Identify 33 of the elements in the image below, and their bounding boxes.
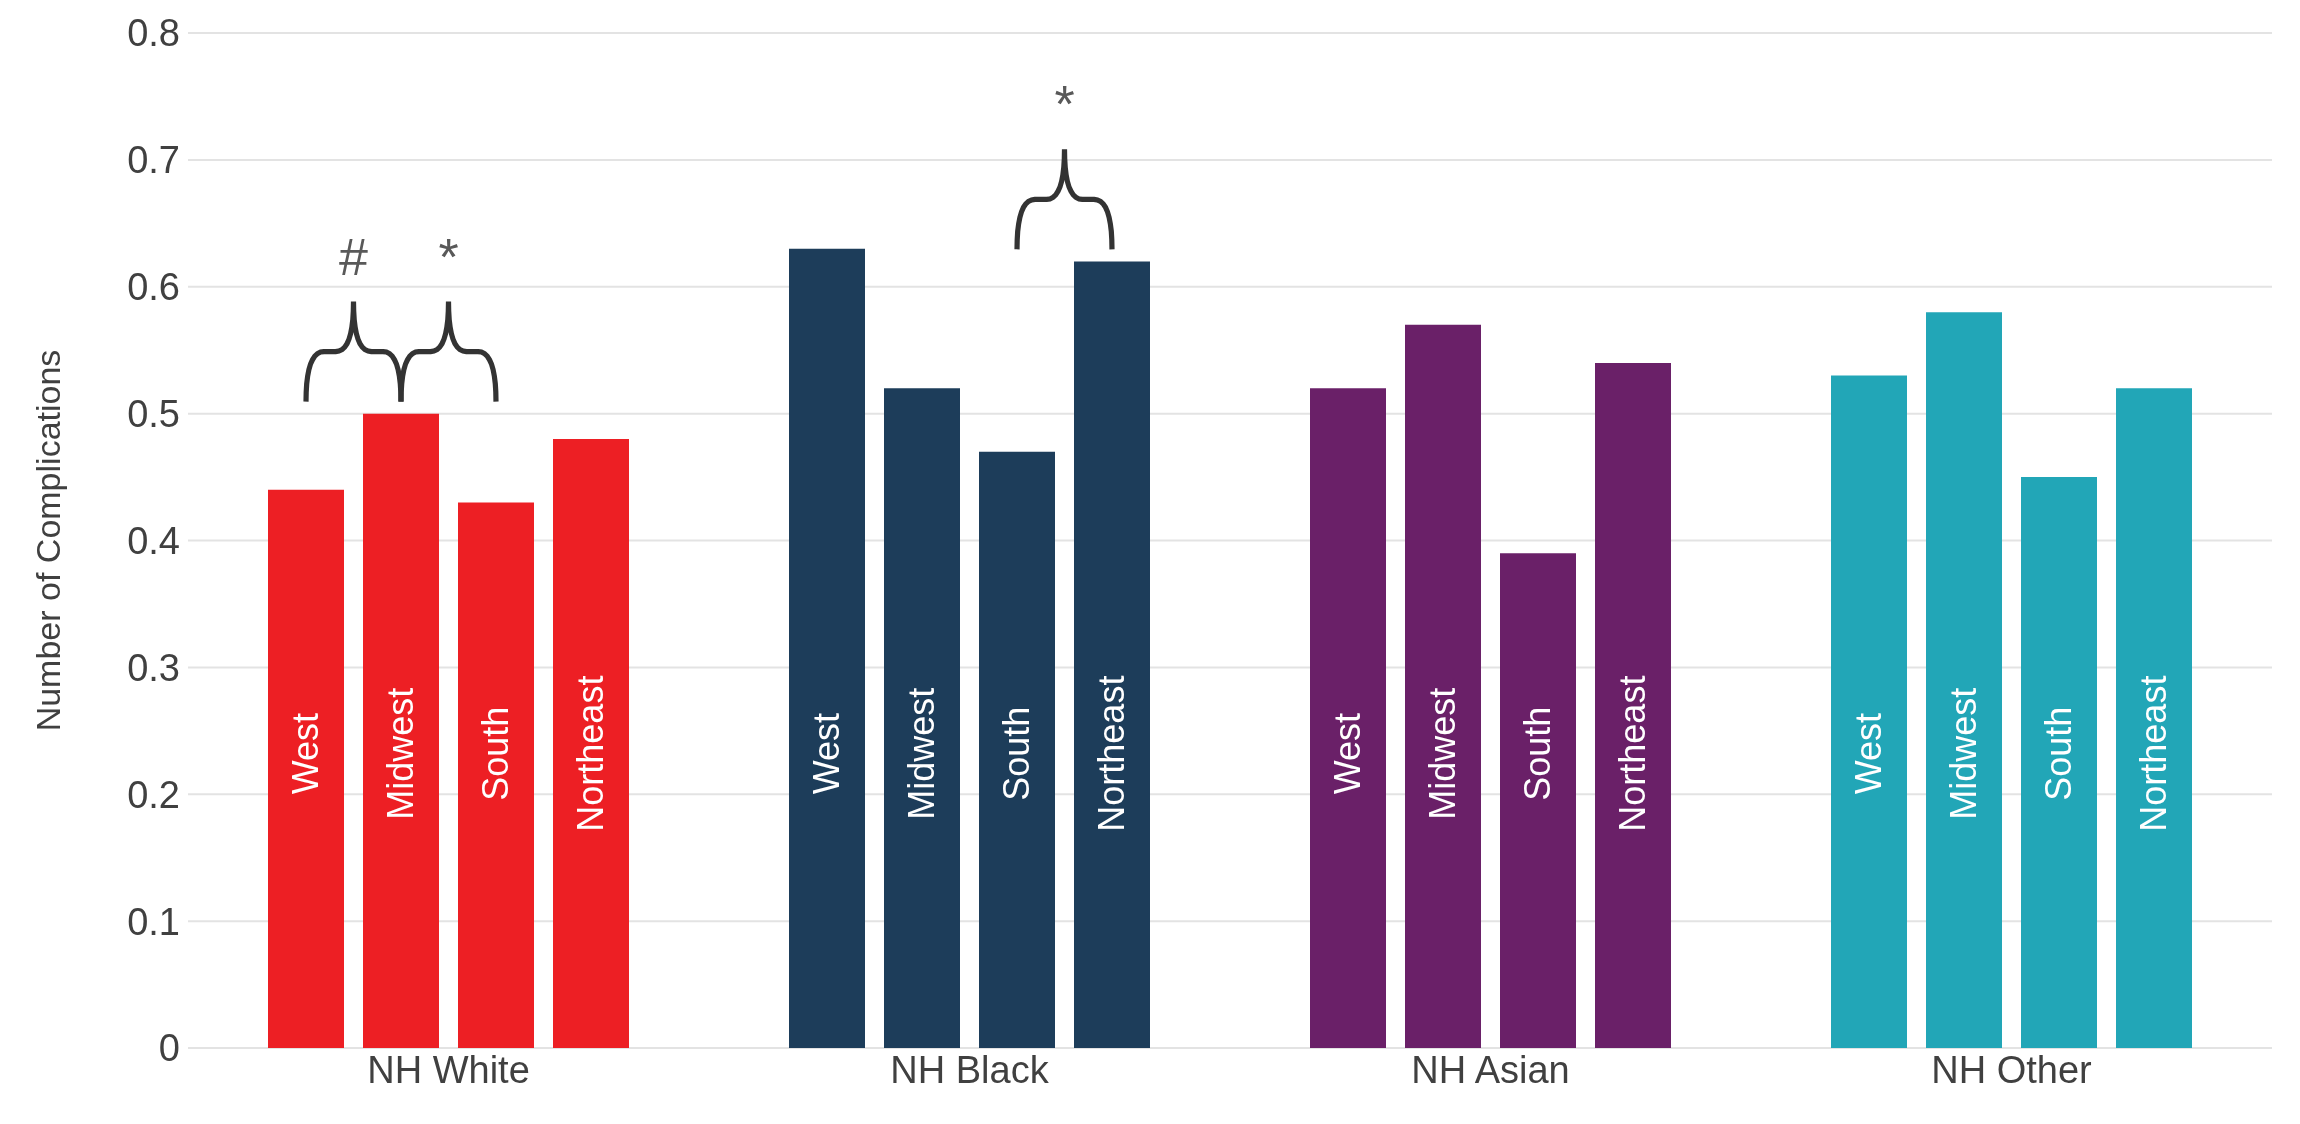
text: South bbox=[1517, 706, 1559, 801]
y-tick-label: 0 bbox=[158, 1027, 180, 1070]
y-tick-label: 0.4 bbox=[127, 519, 180, 562]
annotation: # bbox=[339, 227, 369, 286]
series-label: South bbox=[475, 706, 517, 801]
series-label: Midwest bbox=[380, 687, 422, 820]
y-tick-label: 0.1 bbox=[127, 900, 180, 943]
text: Midwest bbox=[901, 687, 943, 820]
text: Northeast bbox=[2133, 675, 2175, 832]
x-tick-label: NH Black bbox=[890, 1048, 1050, 1091]
y-tick-label: 0.2 bbox=[127, 773, 180, 816]
y-tick-label: 0.6 bbox=[127, 266, 180, 309]
text: South bbox=[996, 706, 1038, 801]
text: West bbox=[1848, 712, 1890, 795]
text: West bbox=[1327, 712, 1369, 795]
text: South bbox=[2038, 706, 2080, 801]
y-tick-label: 0.7 bbox=[127, 139, 180, 182]
x-tick-label: NH Asian bbox=[1411, 1048, 1570, 1091]
y-tick-label: 0.3 bbox=[127, 646, 180, 689]
annotation: * bbox=[1054, 75, 1075, 134]
y-tick-label: 0.8 bbox=[127, 12, 180, 55]
text: Midwest bbox=[1422, 687, 1464, 820]
x-tick-label: NH White bbox=[367, 1048, 530, 1091]
text: Northeast bbox=[1612, 675, 1654, 832]
text: Northeast bbox=[1091, 675, 1133, 832]
series-label: West bbox=[285, 712, 327, 795]
text: Midwest bbox=[1943, 687, 1985, 820]
y-tick-label: 0.5 bbox=[127, 393, 180, 436]
x-tick-label: NH Other bbox=[1931, 1048, 2093, 1091]
annotation: * bbox=[438, 227, 459, 286]
y-axis-title: Number of Complications bbox=[29, 349, 68, 732]
text: West bbox=[806, 712, 848, 795]
series-label: Northeast bbox=[570, 675, 612, 832]
